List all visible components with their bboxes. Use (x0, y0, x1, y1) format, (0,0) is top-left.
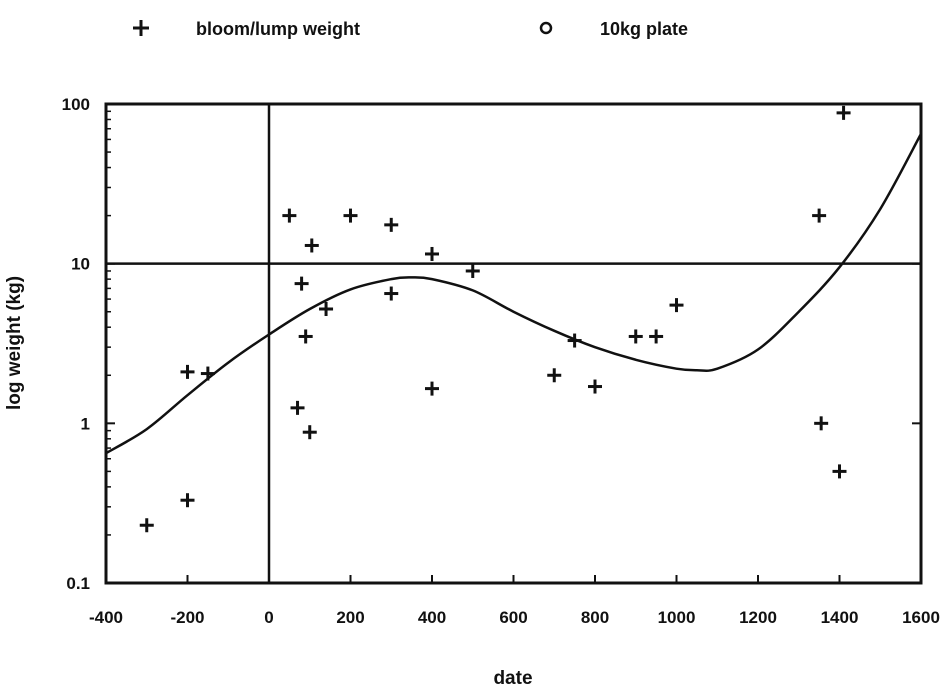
x-tick-label: -400 (89, 608, 123, 627)
plus-marker (547, 368, 562, 383)
y-tick-label: 0.1 (66, 574, 90, 593)
plus-marker (465, 263, 480, 278)
plus-marker (384, 286, 399, 301)
x-tick-label: 1200 (739, 608, 777, 627)
data-points (139, 105, 851, 533)
x-tick-label: 1400 (821, 608, 859, 627)
plus-marker (814, 416, 829, 431)
plus-marker (628, 329, 643, 344)
x-tick-label: 400 (418, 608, 446, 627)
y-tick-label: 100 (62, 95, 90, 114)
x-axis-title: date (493, 668, 532, 689)
x-tick-label: -200 (170, 608, 204, 627)
plus-marker (304, 238, 319, 253)
plus-marker (343, 208, 358, 223)
x-axis-ticks: -400 -200 0 200 400 600 800 1000 1200 1400 1600 (89, 575, 940, 627)
plus-marker (836, 105, 851, 120)
y-tick-label: 1 (81, 414, 90, 433)
plus-marker (302, 425, 317, 440)
x-tick-label: 600 (499, 608, 527, 627)
fitted-curve-layer (105, 133, 923, 455)
plus-marker (832, 464, 847, 479)
x-tick-label: 0 (264, 608, 273, 627)
x-tick-label: 200 (336, 608, 364, 627)
plus-marker (425, 246, 439, 261)
fitted-curve (105, 133, 923, 455)
legend-label-bloom: bloom/lump weight (196, 19, 360, 39)
legend-plus-marker (133, 20, 149, 36)
x-tick-label: 800 (581, 608, 609, 627)
plus-marker (649, 329, 664, 344)
plus-marker (567, 333, 582, 348)
plus-marker (180, 364, 195, 379)
plot-frame (104, 102, 923, 585)
plus-marker (282, 208, 297, 223)
legend-label-plate: 10kg plate (600, 19, 688, 39)
x-tick-label: 1000 (658, 608, 696, 627)
y-axis-ticks: 0.1 1 10 100 (62, 95, 921, 593)
plus-marker (298, 329, 313, 344)
y-tick-label: 10 (71, 255, 90, 274)
legend: bloom/lump weight 10kg plate (133, 19, 688, 39)
plus-marker (319, 302, 334, 317)
plus-marker (139, 518, 154, 533)
plus-marker (180, 493, 195, 508)
plus-marker (425, 381, 439, 396)
plus-marker (588, 379, 602, 394)
reference-lines (106, 104, 921, 583)
plus-marker (669, 298, 684, 313)
plus-marker (290, 400, 305, 415)
legend-circle-marker (539, 21, 553, 35)
x-tick-label: 1600 (902, 608, 940, 627)
plus-marker (200, 366, 215, 381)
y-axis-title: log weight (kg) (4, 276, 25, 410)
plus-marker (812, 208, 827, 223)
plus-marker (384, 217, 399, 232)
plus-marker (294, 276, 309, 291)
